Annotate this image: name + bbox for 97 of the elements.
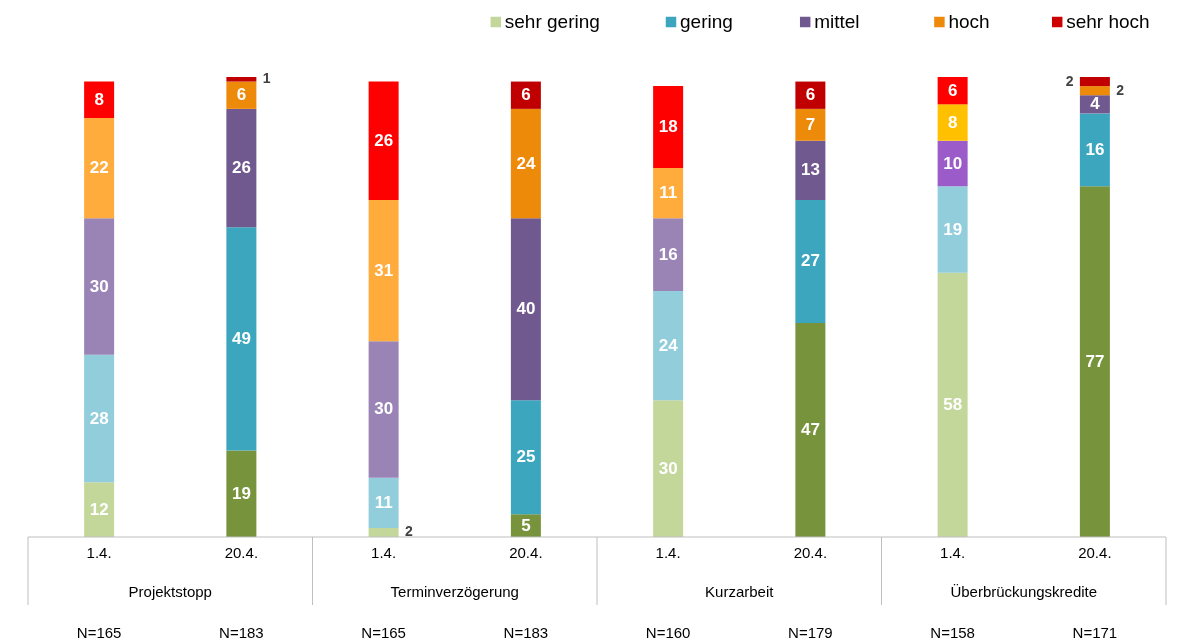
bar <box>653 400 684 537</box>
data-label: 7 <box>805 114 816 134</box>
bar <box>1079 86 1110 96</box>
data-label: 13 <box>800 160 820 180</box>
bar <box>226 77 257 82</box>
data-label: 30 <box>89 276 109 296</box>
data-label: 16 <box>1085 139 1105 159</box>
data-label: 40 <box>516 299 536 319</box>
legend-label: mittel <box>814 11 860 32</box>
data-label: 19 <box>943 219 963 239</box>
data-label: 12 <box>89 499 109 519</box>
data-label: 19 <box>231 483 251 503</box>
text: N=160 <box>645 624 691 641</box>
bar <box>1079 186 1110 537</box>
x-tick-label: 1.4. <box>940 544 966 561</box>
bar <box>1079 77 1110 87</box>
data-label: 30 <box>658 458 678 478</box>
x-tick-label: 1.4. <box>655 544 681 561</box>
data-label: 2 <box>404 523 413 540</box>
bar <box>937 104 968 141</box>
data-label: 47 <box>800 419 820 439</box>
data-label: 31 <box>374 260 394 280</box>
data-label: 24 <box>658 335 679 355</box>
text: Kurzarbeit <box>705 583 775 600</box>
text: Terminverzögerung <box>390 583 519 600</box>
bar <box>84 117 115 219</box>
bar <box>795 322 826 537</box>
bar <box>653 218 684 292</box>
legend-label: gering <box>680 11 733 32</box>
bar <box>84 482 115 537</box>
data-label: 6 <box>805 85 816 105</box>
data-label: 11 <box>659 183 678 203</box>
x-tick-label: 20.4. <box>224 544 259 561</box>
bar <box>937 272 968 537</box>
data-label: 4 <box>1090 94 1101 114</box>
bar <box>1079 113 1110 187</box>
bar <box>795 140 826 200</box>
bar <box>795 108 826 141</box>
bar <box>510 400 541 515</box>
bar <box>653 86 684 169</box>
text: N=183 <box>219 624 264 641</box>
bar <box>226 450 257 537</box>
bar <box>510 218 541 401</box>
bar <box>653 168 684 219</box>
data-label: 49 <box>231 328 251 348</box>
data-label: 28 <box>89 408 109 428</box>
data-label: 30 <box>374 399 394 419</box>
data-label: 58 <box>943 394 963 414</box>
data-label: 77 <box>1085 351 1105 371</box>
data-label: 11 <box>374 492 393 512</box>
data-label: 6 <box>947 80 958 100</box>
data-label: 6 <box>521 85 531 105</box>
text: N=171 <box>1072 624 1118 641</box>
data-label: 25 <box>516 447 536 467</box>
text: Projektstopp <box>128 583 212 600</box>
data-label: 2 <box>1116 81 1125 98</box>
data-label: 8 <box>94 89 104 109</box>
data-label: 1 <box>262 70 271 87</box>
data-label: 26 <box>231 158 251 178</box>
x-tick-label: 1.4. <box>371 544 397 561</box>
legend-label: sehr gering <box>504 11 600 32</box>
text: N=158 <box>930 624 975 641</box>
data-label: 2 <box>1065 72 1074 89</box>
bar <box>84 81 115 118</box>
bar <box>368 81 399 200</box>
x-tick-label: 20.4. <box>793 544 828 561</box>
text: N=165 <box>76 624 122 641</box>
data-label: 18 <box>658 117 678 137</box>
data-label: 8 <box>947 112 958 132</box>
bar <box>795 199 826 323</box>
bar <box>510 108 541 219</box>
data-label: 22 <box>89 158 109 178</box>
bar <box>368 341 399 478</box>
data-label: 5 <box>521 515 531 535</box>
x-tick-label: 20.4. <box>1078 544 1112 561</box>
text: N=165 <box>361 624 406 641</box>
text: Überbrückungskredite <box>950 583 1098 600</box>
bar <box>84 354 115 483</box>
bar <box>368 199 399 342</box>
legend-label: hoch <box>948 11 990 32</box>
x-tick-label: 1.4. <box>86 544 112 561</box>
data-label: 27 <box>800 251 820 271</box>
data-label: 10 <box>943 153 963 173</box>
bar <box>226 108 257 228</box>
x-tick-label: 20.4. <box>509 544 543 561</box>
text: N=183 <box>503 624 549 641</box>
data-label: 26 <box>374 130 394 150</box>
bar <box>653 291 684 401</box>
bar <box>226 227 257 451</box>
bar <box>368 477 399 528</box>
bar <box>937 186 968 273</box>
text: N=179 <box>788 624 833 641</box>
data-label: 24 <box>516 153 536 173</box>
legend-label: sehr hoch <box>1066 11 1150 32</box>
bar <box>84 218 115 355</box>
data-label: 16 <box>658 244 678 264</box>
data-label: 6 <box>236 85 247 105</box>
